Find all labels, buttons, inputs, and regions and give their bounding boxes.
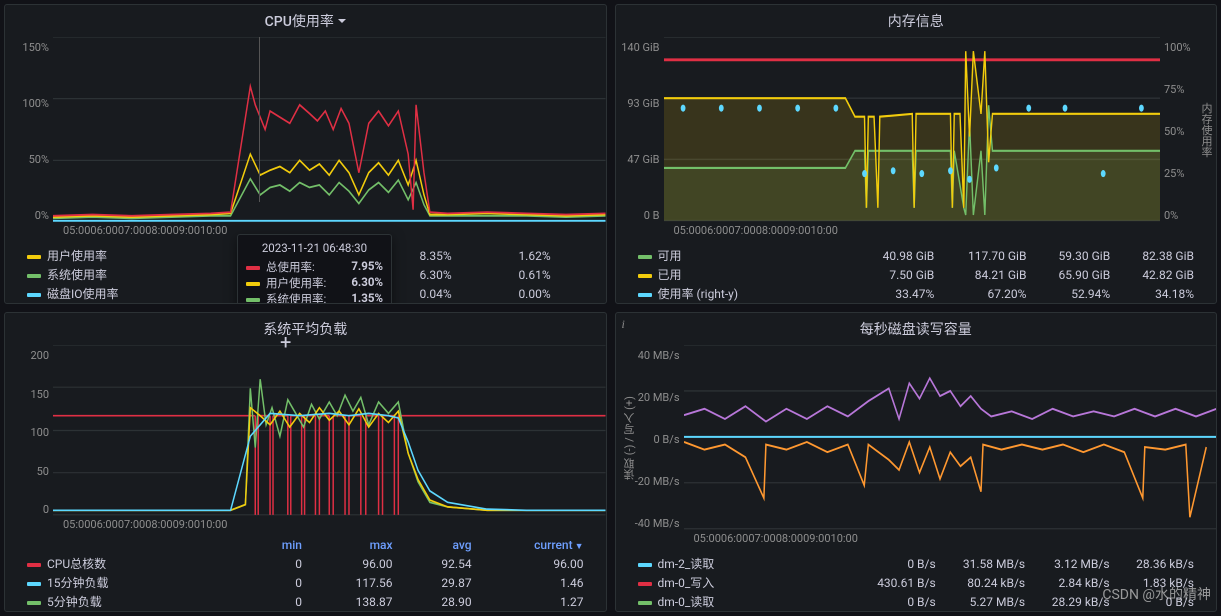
legend-row[interactable]: CPU总核数096.0092.5496.00	[19, 554, 592, 573]
legend-header[interactable]: current▼	[480, 536, 592, 554]
title-text: 内存信息	[888, 11, 944, 31]
legend-row[interactable]: 可用40.98 GiB117.70 GiB59.30 GiB82.38 GiB	[630, 246, 1203, 265]
mem-ylabel-right: 内存使用率	[1198, 102, 1214, 157]
panel-load: 系统平均负载 200150100500	[4, 312, 607, 612]
load-legend: minmaxavgcurrent▼CPU总核数096.0092.5496.001…	[5, 536, 606, 611]
panel-title-cpu[interactable]: CPU使用率	[5, 5, 606, 37]
panel-cpu: CPU使用率 150%100%50%0%	[4, 4, 607, 304]
mem-yaxis-left: 140 GiB93 GiB47 GiB0 B	[616, 37, 664, 222]
load-plot[interactable]	[53, 345, 606, 516]
title-text: 系统平均负载	[263, 319, 347, 339]
panel-memory: 内存信息 140 GiB93 GiB47 GiB0 B	[615, 4, 1218, 304]
disk-plot[interactable]	[684, 345, 1217, 530]
legend-header[interactable]: avg	[401, 536, 480, 554]
panel-title-mem[interactable]: 内存信息	[616, 5, 1217, 37]
hover-tooltip: 2023-11-21 06:48:30 总使用率:7.95%用户使用率:6.30…	[237, 234, 392, 304]
legend-row[interactable]: 已用7.50 GiB84.21 GiB65.90 GiB42.82 GiB	[630, 265, 1203, 284]
cpu-yaxis: 150%100%50%0%	[5, 37, 53, 222]
legend-row[interactable]: 使用率 (right-y)33.47%67.20%52.94%34.18%	[630, 284, 1203, 303]
load-xaxis: 05:0006:0007:0008:0009:0010:00	[53, 516, 237, 536]
title-text: CPU使用率	[265, 11, 334, 31]
dashboard-grid: CPU使用率 150%100%50%0%	[0, 0, 1221, 616]
cpu-xaxis: 05:0006:0007:0008:0009:0010:00	[53, 222, 237, 242]
title-text: 每秒磁盘读写容量	[860, 319, 972, 339]
legend-header[interactable]: min	[248, 536, 310, 554]
legend-header[interactable]: max	[310, 536, 401, 554]
cpu-plot[interactable]	[53, 37, 606, 222]
mem-xaxis: 05:0006:0007:0008:0009:0010:00	[664, 222, 848, 242]
legend-row[interactable]: 15分钟负载0117.5629.871.46	[19, 573, 592, 592]
tooltip-crosshair	[259, 37, 260, 202]
chevron-down-icon	[338, 19, 346, 23]
watermark: CSDN @水的精神	[1102, 584, 1211, 604]
mem-plot[interactable]	[664, 37, 1161, 222]
disk-ylabel: 读取 (-) / 写入 (+)	[622, 396, 638, 480]
cpu-legend: 用户使用率34.73%8.35%1.62%系统使用率32.44%6.30%0.6…	[5, 242, 606, 303]
tooltip-ts: 2023-11-21 06:48:30	[246, 241, 383, 255]
legend-row[interactable]: 5分钟负载0138.8728.901.27	[19, 592, 592, 611]
legend-row[interactable]: dm-2_读取0 B/s31.58 MB/s3.12 MB/s28.36 kB/…	[630, 554, 1203, 573]
panel-disk: i 每秒磁盘读写容量 读取 (-) / 写入 (+) 40 MB/s20 MB/…	[615, 312, 1218, 612]
mem-legend: 可用40.98 GiB117.70 GiB59.30 GiB82.38 GiB已…	[616, 242, 1217, 303]
info-icon[interactable]: i	[622, 317, 625, 332]
panel-title-disk[interactable]: 每秒磁盘读写容量	[616, 313, 1217, 345]
panel-title-load[interactable]: 系统平均负载	[5, 313, 606, 345]
disk-xaxis: 05:0006:0007:0008:0009:0010:00	[684, 530, 868, 550]
legend-header[interactable]	[559, 242, 592, 246]
load-yaxis: 200150100500	[5, 345, 53, 516]
